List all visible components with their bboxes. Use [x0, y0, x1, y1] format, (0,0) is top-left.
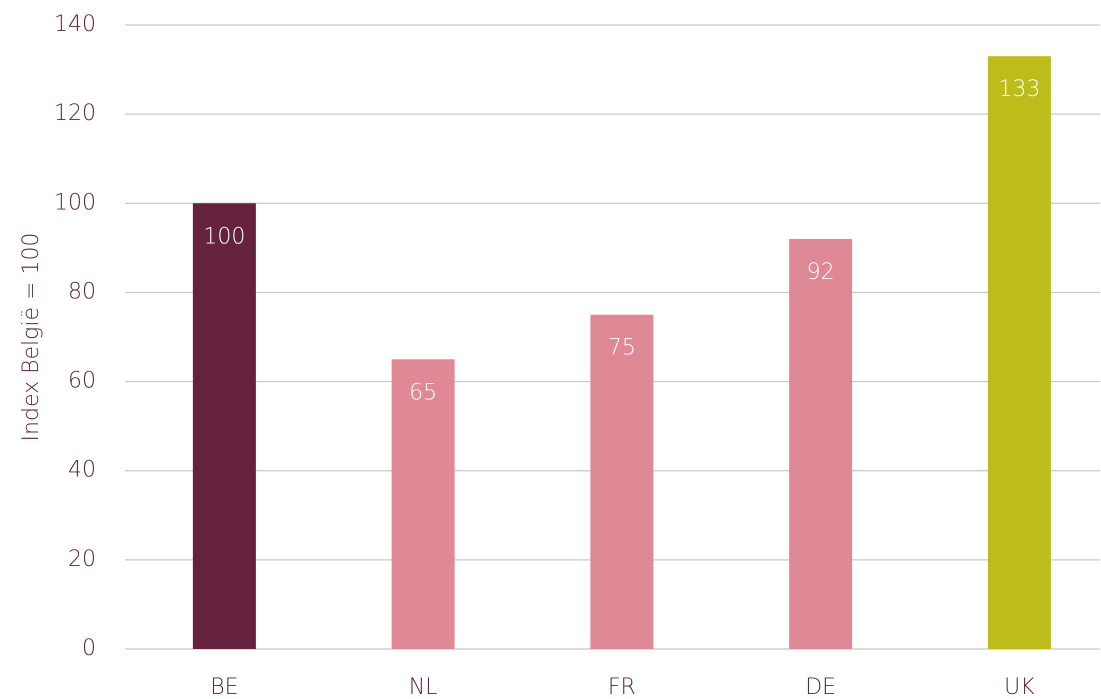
x-tick-label: DE [805, 675, 836, 699]
value-label: 65 [409, 380, 437, 405]
bar [789, 238, 853, 649]
y-tick-label: 20 [68, 547, 96, 572]
value-label: 100 [203, 224, 245, 249]
y-tick-label: 120 [54, 101, 96, 126]
x-tick-label: FR [608, 675, 636, 699]
bar [987, 56, 1051, 649]
y-axis-label: Index België = 100 [19, 233, 44, 442]
y-tick-label: 100 [54, 190, 96, 215]
x-tick-label: BE [210, 675, 238, 699]
y-tick-label: 80 [68, 279, 96, 304]
y-tick-label: 140 [54, 12, 96, 37]
y-tick-label: 60 [68, 369, 96, 394]
x-tick-label: UK [1004, 675, 1035, 699]
value-label: 92 [807, 260, 835, 285]
value-label: 133 [998, 77, 1040, 102]
bar [590, 314, 654, 649]
bar [391, 359, 455, 649]
x-tick-label: NL [409, 675, 438, 699]
y-tick-label: 40 [68, 458, 96, 483]
value-label: 75 [608, 336, 636, 361]
bar [192, 203, 256, 650]
y-tick-label: 0 [82, 636, 96, 661]
